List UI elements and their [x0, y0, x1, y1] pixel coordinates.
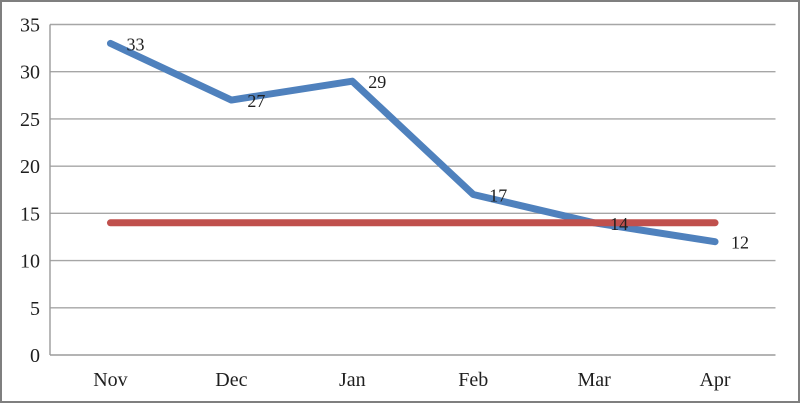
x-category-label-mar: Mar: [577, 369, 611, 391]
x-category-label-dec: Dec: [215, 369, 247, 391]
x-category-label-jan: Jan: [339, 369, 366, 391]
y-tick-label-30: 30: [20, 62, 40, 84]
data-label-series-1-jan: 29: [368, 72, 386, 92]
y-tick-label-35: 35: [20, 15, 40, 37]
y-tick-label-20: 20: [20, 156, 40, 178]
data-label-series-1-apr: 12: [731, 233, 749, 253]
y-tick-label-10: 10: [20, 251, 40, 273]
data-label-series-1-feb: 17: [489, 185, 507, 205]
y-tick-label-15: 15: [20, 203, 40, 225]
y-tick-label-5: 5: [30, 298, 40, 320]
x-category-label-nov: Nov: [93, 369, 127, 391]
y-tick-label-0: 0: [30, 345, 40, 367]
x-category-label-feb: Feb: [458, 369, 488, 391]
x-category-label-apr: Apr: [699, 369, 730, 391]
y-tick-label-25: 25: [20, 109, 40, 131]
data-label-series-1-nov: 33: [126, 34, 144, 54]
data-label-series-1-dec: 27: [247, 91, 265, 111]
data-label-series-1-mar: 14: [610, 214, 628, 234]
